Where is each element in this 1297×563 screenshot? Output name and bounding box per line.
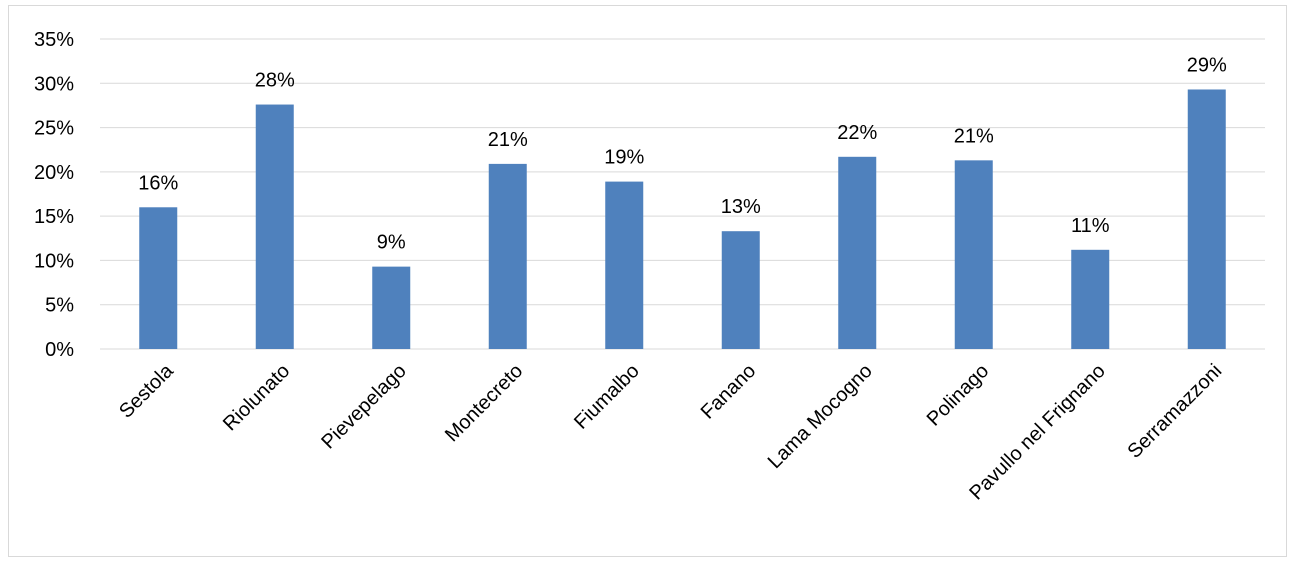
category-label: Lama Mocogno: [764, 360, 877, 473]
y-tick-label: 0%: [45, 339, 74, 361]
category-label: Riolunato: [219, 360, 294, 435]
bar: [488, 163, 527, 349]
y-tick-label: 15%: [34, 206, 74, 228]
category-label: Fiumalbo: [570, 360, 644, 434]
data-label: 11%: [1071, 215, 1110, 237]
category-label: Polinago: [923, 360, 994, 431]
category-label: Sestola: [115, 359, 178, 422]
category-label: Pievepelago: [317, 360, 410, 453]
data-label: 19%: [604, 147, 644, 169]
data-label: 29%: [1187, 54, 1227, 76]
category-label: Serramazzoni: [1123, 360, 1226, 463]
y-tick-label: 5%: [45, 295, 74, 317]
x-axis-category-labels: Sestola Riolunato Pievepelago Montecreto Fiu…: [115, 359, 1226, 504]
gridlines: [100, 38, 1265, 350]
y-tick-label: 25%: [34, 118, 74, 140]
data-label: 16%: [138, 172, 178, 194]
y-tick-label: 30%: [34, 73, 74, 95]
bar: [255, 104, 294, 350]
data-label: 9%: [377, 232, 406, 254]
bars: [139, 89, 1226, 350]
y-axis-tick-labels: 0% 5% 10% 15% 20% 25% 30% 35%: [34, 29, 74, 361]
bar: [838, 156, 877, 349]
data-labels: 16% 28% 9% 21% 19% 13% 22% 21% 11% 29%: [138, 54, 1227, 253]
bar: [721, 231, 760, 349]
category-label: Montecreto: [441, 360, 527, 446]
y-tick-label: 35%: [34, 29, 74, 51]
bar: [1187, 89, 1226, 349]
data-label: 13%: [721, 196, 761, 218]
y-tick-label: 20%: [34, 162, 74, 184]
data-label: 21%: [954, 125, 994, 147]
data-label: 21%: [488, 129, 528, 151]
category-label: Fanano: [697, 360, 761, 424]
bar: [1071, 249, 1110, 349]
data-label: 22%: [837, 122, 877, 144]
y-tick-label: 10%: [34, 250, 74, 272]
bar: [605, 181, 644, 349]
data-label: 28%: [255, 70, 295, 92]
bar: [954, 160, 993, 349]
bar: [372, 266, 411, 349]
bar: [139, 207, 178, 349]
